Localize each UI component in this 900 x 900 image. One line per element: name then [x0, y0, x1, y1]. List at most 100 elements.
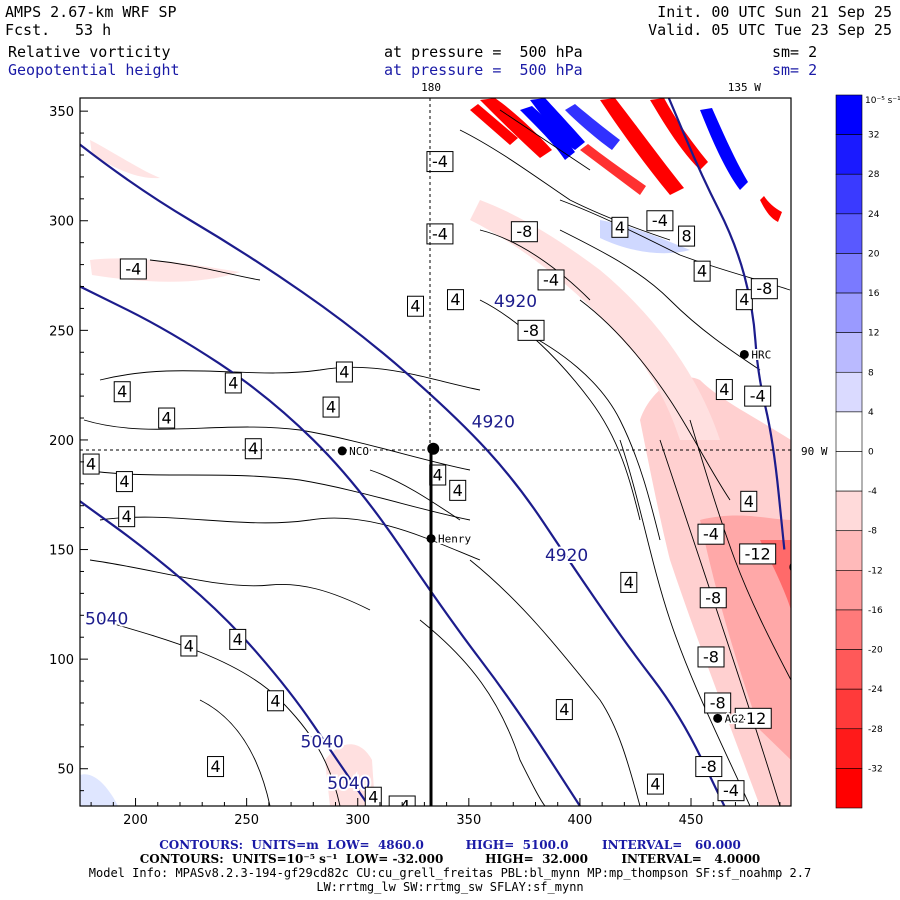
colorbar-swatch	[835, 768, 863, 809]
negative-vorticity-band-core	[700, 515, 791, 760]
vorticity-label-box	[697, 523, 725, 545]
vorticity-label-text: -4	[394, 797, 410, 816]
grid-line-label: 135 W	[728, 81, 761, 94]
station-dot-icon	[426, 534, 436, 544]
vorticity-label-box	[697, 646, 725, 668]
colorbar-swatch	[835, 411, 863, 452]
station-label: HRC	[751, 348, 771, 361]
vorticity-label: 8	[678, 225, 696, 247]
vorticity-label: 4	[224, 372, 242, 394]
positive-vorticity-patch-sw	[80, 774, 118, 806]
vorticity-label-box	[244, 438, 262, 460]
forecast-hours: 53 h	[75, 21, 112, 39]
vorticity-label-text: 4	[410, 297, 420, 316]
height-contour-5040	[80, 500, 370, 806]
vorticity-label-text: -4	[543, 270, 559, 289]
height-label: 4920	[545, 546, 588, 566]
footer-vorticity-contours: CONTOURS: UNITS=10⁻⁵ s⁻¹ LOW= -32.000 HI…	[139, 852, 761, 866]
vorticity-label: 4	[446, 289, 464, 311]
vorticity-label: 4	[115, 471, 133, 493]
vorticity-label-text: 4	[326, 398, 336, 417]
colorbar-level-label: -20	[868, 646, 883, 656]
colorbar-level-label: 24	[868, 210, 880, 220]
footer-model-info: Model Info: MPASv8.2.3-194-gf29cd82c CU:…	[88, 866, 812, 880]
vorticity-label: -4	[744, 385, 772, 407]
station-label: Henry	[438, 533, 471, 546]
vorticity-label: 4	[646, 773, 664, 795]
x-tick-label: 250	[234, 813, 259, 828]
colorbar-level-label: 20	[868, 249, 880, 259]
vorticity-label-box	[744, 385, 772, 407]
vorticity-label: 4	[449, 479, 467, 501]
vorticity-label: 4	[555, 699, 573, 721]
model-title: AMPS 2.67-km WRF SP	[5, 3, 177, 21]
vorticity-label: 4	[364, 786, 382, 806]
vorticity-label-box	[739, 543, 777, 565]
colorbar-swatch	[835, 332, 863, 373]
vorticity-label: -8	[695, 756, 723, 778]
vorticity-label-text: 4	[210, 757, 220, 776]
colorbar-swatch	[835, 134, 863, 175]
vorticity-label-text: 4	[697, 262, 707, 281]
vorticity-label-text: -4	[723, 781, 739, 800]
y-tick-label: 300	[49, 215, 74, 230]
footer-physics-info: LW:rrtmg_lw SW:rrtmg_sw SFLAY:sf_mynn	[316, 880, 584, 894]
vorticity-label-text: -4	[652, 211, 668, 230]
vorticity-label-box	[267, 690, 285, 712]
y-tick-label: 200	[49, 434, 74, 449]
vorticity-label: 4	[735, 289, 753, 311]
vorticity-label-text: -12	[740, 709, 766, 728]
x-tick-label: 200	[123, 813, 148, 828]
vorticity-label: 4	[715, 379, 733, 401]
colorbar-level-label: -12	[868, 566, 883, 576]
vorticity-label-text: 4	[119, 472, 129, 491]
vorticity-label: 4	[267, 690, 285, 712]
vorticity-label-text: 4	[162, 409, 172, 428]
vorticity-label: 4	[244, 438, 262, 460]
colorbar-swatch	[835, 688, 863, 730]
colorbar-swatch	[835, 292, 863, 333]
vorticity-label: -8	[750, 278, 778, 300]
vorticity-label-text: -4	[750, 387, 766, 406]
y-tick-label: 100	[49, 653, 74, 668]
station-marker: AG2	[713, 711, 746, 727]
vorticity-label-text: 4	[624, 573, 634, 592]
negative-vorticity-patch-nw	[90, 140, 160, 179]
vorticity-label: 4	[158, 407, 176, 429]
station-dot-icon	[713, 713, 723, 723]
y-tick-label: 150	[49, 544, 74, 559]
height-contour-4920	[80, 143, 726, 806]
vorticity-label-text: 4	[228, 373, 238, 392]
vorticity-label-box	[734, 707, 772, 729]
vorticity-label-box	[335, 361, 353, 383]
height-label: 5040	[301, 732, 344, 752]
vorticity-label-text: 4	[650, 775, 660, 794]
colorbar-level-label: 12	[868, 329, 879, 339]
station-marker	[427, 442, 440, 455]
station-label: NCO	[349, 445, 369, 458]
vorticity-label-box	[113, 381, 131, 403]
vorticity-label-box	[704, 692, 732, 714]
field2-sm: sm= 2	[772, 61, 818, 79]
vorticity-label-text: 4	[453, 481, 463, 500]
vorticity-label-box	[646, 773, 664, 795]
vorticity-label-box	[229, 628, 247, 650]
vorticity-label-box	[407, 295, 425, 317]
colorbar-swatch	[835, 490, 863, 532]
vorticity-label: 4	[620, 571, 638, 593]
colorbar-level-label: -4	[868, 487, 877, 497]
vorticity-label: -4	[119, 258, 147, 280]
vorticity-label-text: -4	[432, 152, 448, 171]
vorticity-label-text: -4	[432, 224, 448, 243]
field1-level: at pressure = 500 hPa	[384, 43, 583, 61]
colorbar-swatch	[835, 173, 863, 215]
vorticity-label: 4	[407, 295, 425, 317]
valid-time: Valid. 05 UTC Tue 23 Sep 25	[648, 21, 892, 39]
vorticity-label: -8	[517, 319, 545, 341]
colorbar-swatch	[835, 94, 863, 135]
vorticity-label: -4	[717, 780, 745, 802]
vorticity-label-text: 4	[615, 218, 625, 237]
vorticity-label-box	[446, 289, 464, 311]
vorticity-label-text: -8	[516, 222, 532, 241]
vorticity-label: 4	[429, 464, 447, 486]
